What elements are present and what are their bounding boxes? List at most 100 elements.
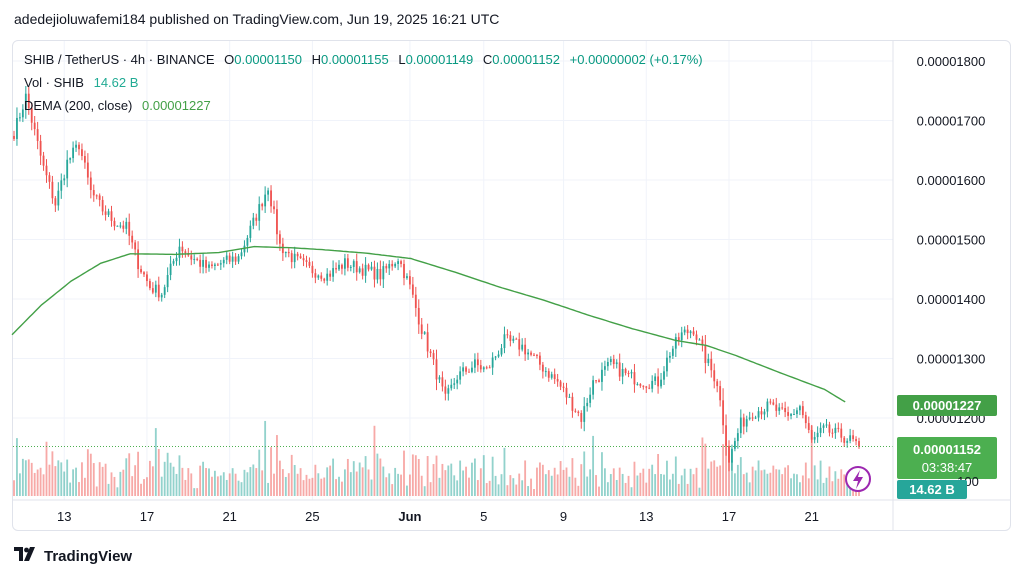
- volume-bar: [784, 467, 787, 496]
- volume-bar: [264, 420, 267, 496]
- volume-bar: [296, 473, 299, 496]
- volume-bar: [686, 483, 689, 496]
- lightning-icon[interactable]: [845, 466, 871, 492]
- candle: [276, 200, 278, 245]
- volume-bar: [406, 485, 408, 496]
- volume-bar: [571, 458, 574, 496]
- volume-bar: [349, 472, 352, 496]
- volume-bar: [290, 454, 293, 496]
- candle: [660, 372, 662, 389]
- candle: [39, 134, 42, 165]
- legend-volume-label[interactable]: Vol · SHIB: [24, 75, 84, 90]
- volume-bar: [72, 469, 75, 496]
- legend-symbol[interactable]: SHIB / TetherUS · 4h · BINANCE: [24, 52, 215, 67]
- volume-bar: [831, 481, 834, 496]
- volume-bar: [580, 464, 583, 496]
- volume-bar: [438, 477, 441, 496]
- candle: [624, 367, 627, 376]
- price-tick-label: 0.00001300: [917, 352, 986, 367]
- volume-bar: [408, 474, 411, 496]
- candle: [541, 361, 544, 379]
- volume-bar: [633, 461, 636, 496]
- candle: [512, 335, 515, 344]
- candle: [562, 382, 565, 393]
- candle: [320, 272, 323, 282]
- volume-bar: [476, 480, 479, 496]
- candle: [707, 353, 710, 367]
- candle: [577, 410, 580, 417]
- candle: [538, 352, 541, 371]
- volume-bar: [119, 471, 122, 496]
- candle: [651, 375, 654, 393]
- volume-bar: [547, 470, 550, 496]
- candle: [219, 259, 222, 271]
- candle: [775, 397, 778, 417]
- volume-bar: [36, 469, 39, 496]
- volume-bar: [258, 449, 261, 496]
- candle: [296, 251, 299, 261]
- volume-bar: [51, 451, 54, 496]
- candle: [459, 366, 462, 385]
- candle: [157, 276, 160, 302]
- candle: [763, 408, 766, 421]
- candle: [172, 258, 175, 266]
- candle: [376, 262, 379, 284]
- candle: [27, 85, 30, 115]
- candle: [757, 407, 760, 422]
- candle: [231, 251, 234, 268]
- candle: [553, 368, 556, 384]
- candle: [701, 335, 704, 352]
- candle: [612, 354, 615, 369]
- candle: [500, 343, 503, 357]
- volume-bar: [39, 467, 42, 496]
- candle: [258, 196, 261, 231]
- volume-bar: [181, 467, 184, 496]
- candle: [302, 254, 305, 267]
- candle: [834, 423, 837, 439]
- candle: [314, 268, 317, 284]
- candle: [69, 157, 72, 164]
- volume-bar: [281, 469, 284, 496]
- volume-bar: [326, 467, 329, 496]
- candle: [778, 403, 781, 415]
- volume-bar: [86, 449, 89, 496]
- volume-bar: [178, 455, 181, 496]
- candle: [521, 338, 524, 352]
- candle: [308, 257, 311, 269]
- volume-bar: [270, 447, 272, 496]
- volume-bar: [482, 455, 485, 496]
- price-axis: 0.00001800 0.00001700 0.00001600 0.00001500…: [13, 41, 1010, 530]
- volume-bar: [18, 473, 21, 496]
- tradingview-logo[interactable]: TradingView: [14, 547, 132, 566]
- volume-bar: [778, 469, 781, 496]
- volume-bar: [432, 464, 435, 496]
- volume-bar: [760, 470, 763, 496]
- volume-bar: [503, 447, 506, 496]
- candle: [403, 259, 405, 286]
- volume-bar: [48, 464, 51, 496]
- volume-bar: [589, 469, 592, 496]
- chart-frame: [12, 40, 1011, 531]
- legend-volume-row: Vol · SHIB 14.62 B: [24, 71, 703, 94]
- candle: [692, 327, 695, 337]
- volume-bar: [642, 468, 645, 496]
- volume-bar: [205, 468, 207, 496]
- volume-bar: [459, 460, 462, 496]
- volume-bar: [488, 480, 491, 496]
- legend-dema-label[interactable]: DEMA (200, close): [24, 98, 133, 113]
- candle: [710, 351, 713, 378]
- candle: [456, 375, 459, 390]
- candle: [615, 359, 618, 369]
- tradingview-logo-icon: [14, 547, 38, 566]
- volume-bar: [810, 425, 813, 496]
- publisher-line: adedejioluwafemi184 published on Trading…: [14, 11, 500, 27]
- volume-bar: [24, 460, 27, 496]
- volume-bar: [772, 465, 775, 496]
- candle: [852, 429, 855, 442]
- candle: [468, 368, 470, 373]
- candle: [160, 292, 163, 302]
- volume-bar: [559, 461, 562, 496]
- price-tick-label: 0.00001400: [917, 292, 986, 307]
- candle: [754, 415, 757, 420]
